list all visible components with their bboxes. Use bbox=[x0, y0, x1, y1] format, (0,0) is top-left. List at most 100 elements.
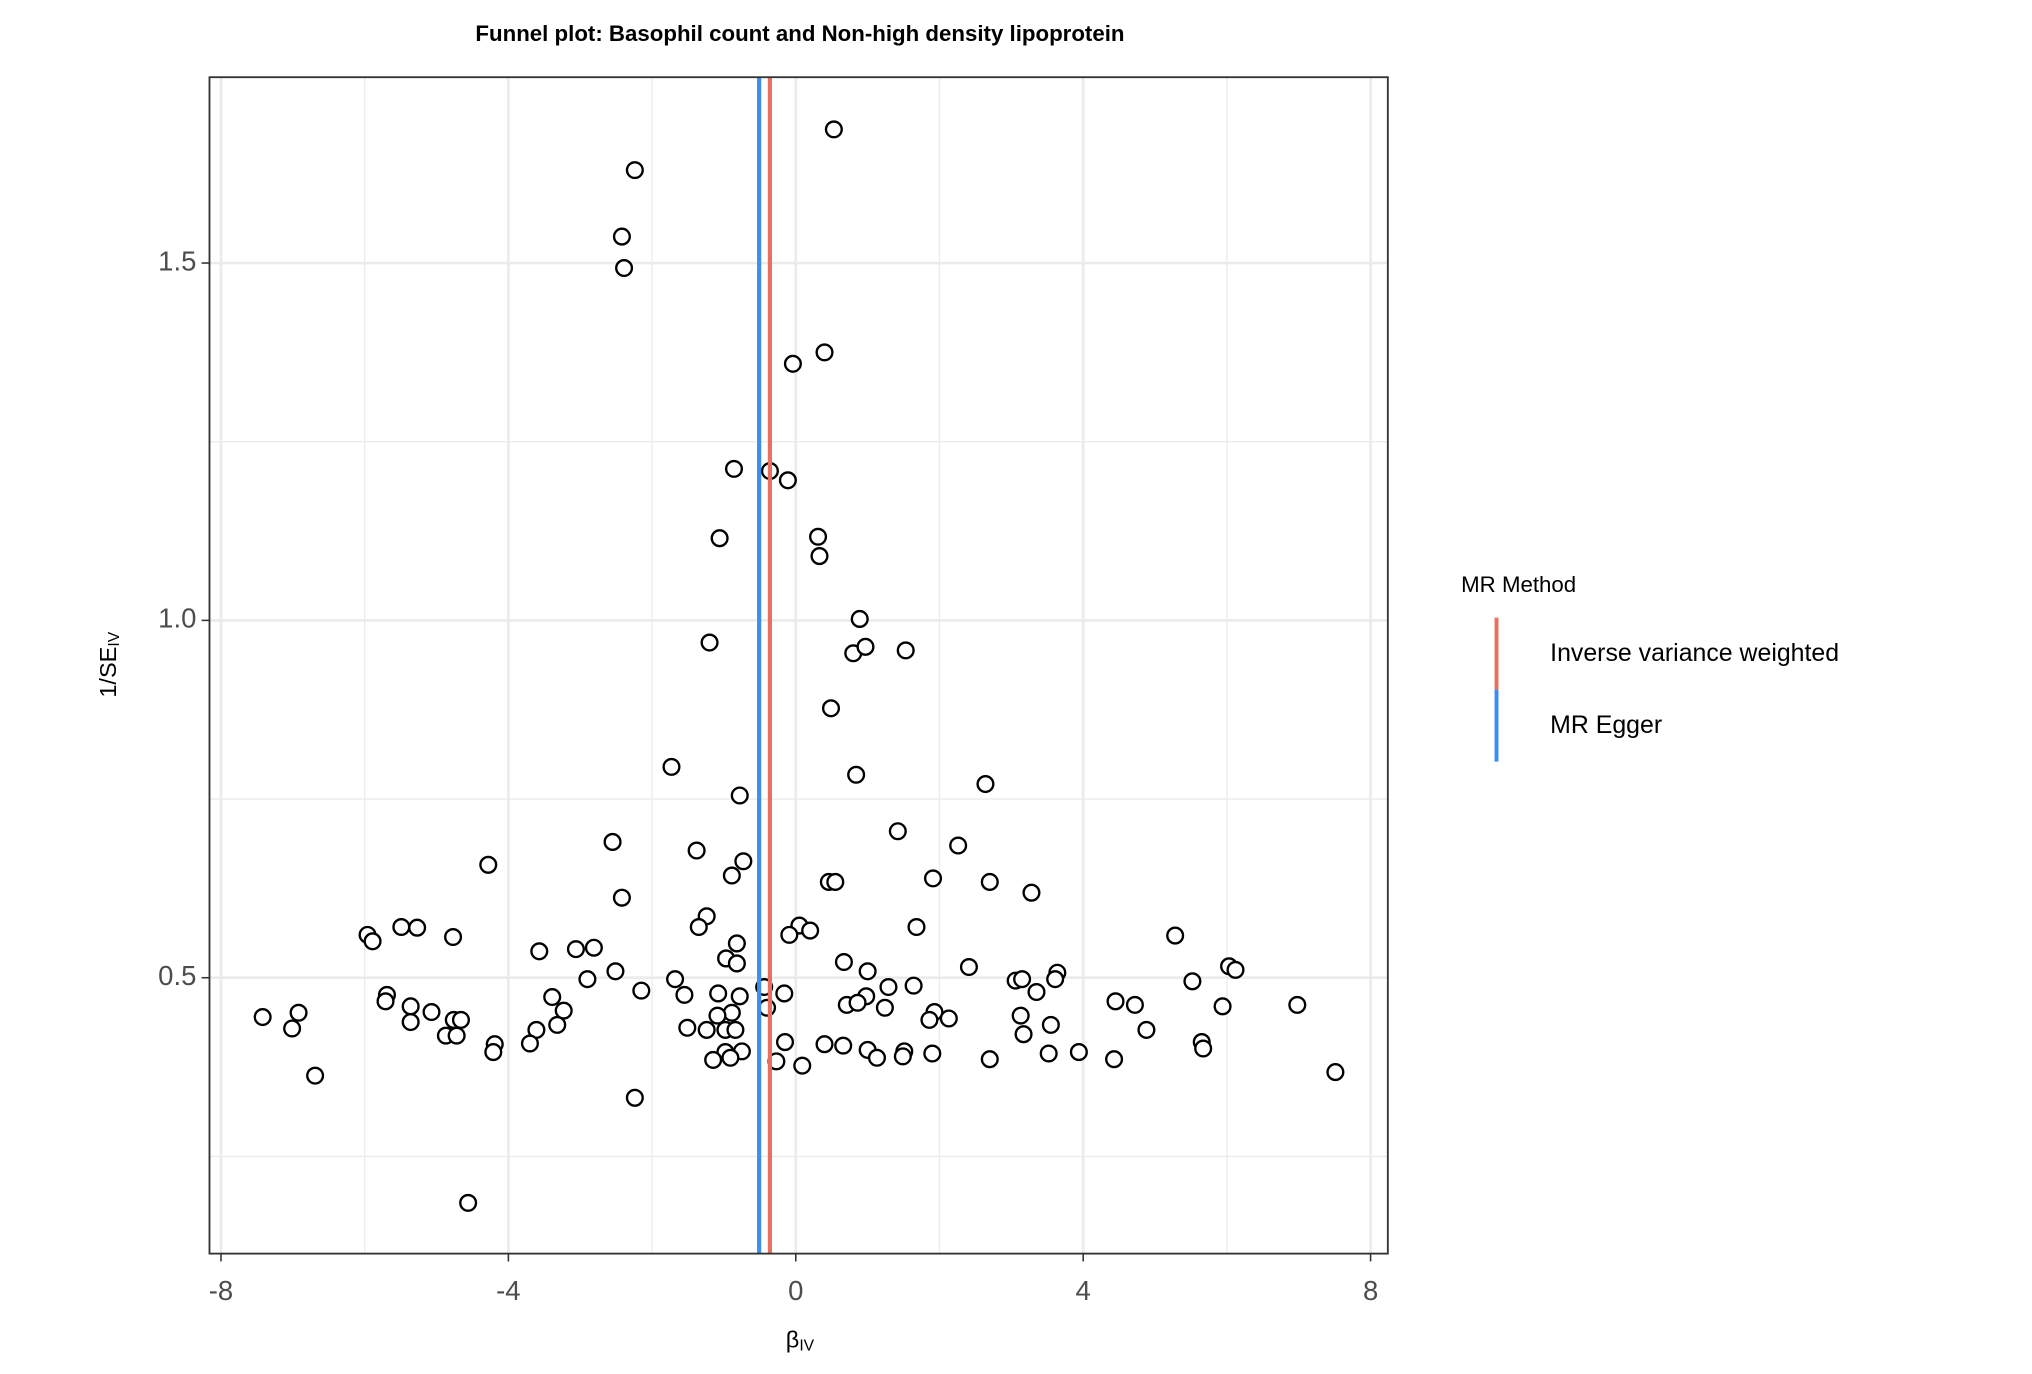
x-axis-label: βIV bbox=[786, 1327, 815, 1355]
point bbox=[727, 934, 746, 953]
point bbox=[530, 942, 549, 961]
point bbox=[625, 1088, 644, 1107]
point bbox=[289, 1003, 308, 1022]
point bbox=[1041, 1015, 1060, 1034]
x-tick-label: -8 bbox=[209, 1275, 233, 1306]
point bbox=[834, 1036, 853, 1055]
point bbox=[548, 1015, 567, 1034]
point bbox=[1039, 1044, 1058, 1063]
point bbox=[775, 984, 794, 1003]
point bbox=[444, 927, 463, 947]
point bbox=[704, 1050, 723, 1069]
point bbox=[778, 471, 797, 490]
legend-label: MR Egger bbox=[1550, 711, 1662, 739]
point bbox=[615, 259, 634, 278]
point bbox=[815, 343, 834, 362]
point bbox=[976, 775, 995, 794]
point bbox=[306, 1066, 325, 1085]
point bbox=[850, 609, 869, 628]
point bbox=[612, 227, 631, 246]
point bbox=[392, 917, 411, 937]
point bbox=[824, 120, 843, 139]
point bbox=[584, 938, 603, 957]
point bbox=[710, 529, 729, 548]
point bbox=[856, 637, 875, 656]
point bbox=[1166, 926, 1185, 945]
legend-title: MR Method bbox=[1461, 572, 1576, 597]
point bbox=[606, 962, 625, 981]
point bbox=[793, 1056, 812, 1075]
y-tick-label: 1.5 bbox=[158, 245, 196, 276]
point bbox=[923, 1044, 942, 1063]
panel-border bbox=[208, 76, 1389, 1255]
point bbox=[447, 1026, 466, 1045]
point bbox=[758, 998, 777, 1017]
point bbox=[625, 161, 644, 180]
point bbox=[980, 872, 999, 891]
point bbox=[980, 1050, 999, 1069]
point bbox=[730, 786, 749, 805]
point bbox=[780, 925, 799, 944]
x-tick-label: 8 bbox=[1363, 1275, 1378, 1306]
point bbox=[1022, 883, 1041, 902]
point bbox=[810, 547, 829, 566]
point bbox=[893, 1047, 912, 1066]
legend-label: Inverse variance weighted bbox=[1550, 639, 1839, 667]
x-label-sub: IV bbox=[799, 1338, 814, 1355]
point bbox=[783, 354, 802, 373]
y-label-sub: IV bbox=[106, 631, 123, 646]
point bbox=[848, 993, 867, 1012]
point bbox=[543, 988, 562, 1007]
y-axis-label: 1/SEIV bbox=[95, 631, 123, 697]
point bbox=[815, 1035, 834, 1054]
point bbox=[888, 822, 907, 841]
point bbox=[459, 1193, 478, 1212]
x-tick-label: 0 bbox=[788, 1275, 803, 1306]
point bbox=[834, 952, 853, 972]
point bbox=[1106, 992, 1125, 1011]
point bbox=[724, 459, 744, 478]
point bbox=[939, 1009, 958, 1028]
point bbox=[875, 998, 894, 1017]
point bbox=[821, 699, 841, 718]
point bbox=[603, 832, 622, 851]
x-tick-label: 4 bbox=[1076, 1275, 1091, 1306]
point bbox=[484, 1043, 503, 1062]
point bbox=[858, 962, 877, 981]
point bbox=[678, 1018, 697, 1037]
point bbox=[697, 1020, 716, 1039]
y-label-main: 1/SE bbox=[95, 647, 121, 698]
point bbox=[826, 872, 845, 891]
point bbox=[451, 1010, 470, 1029]
point bbox=[1069, 1043, 1088, 1062]
point bbox=[904, 976, 923, 995]
point bbox=[959, 957, 978, 977]
point bbox=[1027, 982, 1046, 1002]
point bbox=[726, 1020, 745, 1039]
point bbox=[687, 841, 706, 860]
point bbox=[1011, 1006, 1030, 1025]
point bbox=[801, 921, 820, 940]
point bbox=[1014, 1025, 1033, 1044]
point bbox=[1194, 1039, 1213, 1058]
x-tick-label: -4 bbox=[496, 1275, 520, 1306]
point bbox=[675, 985, 694, 1004]
x-label-main: β bbox=[786, 1327, 800, 1353]
point bbox=[923, 869, 943, 888]
point bbox=[1046, 970, 1065, 989]
point bbox=[554, 1001, 573, 1020]
point bbox=[566, 940, 585, 959]
point bbox=[700, 633, 719, 652]
point bbox=[907, 917, 926, 937]
y-tick-label: 1.0 bbox=[158, 603, 196, 634]
point bbox=[847, 765, 866, 784]
chart-title: Funnel plot: Basophil count and Non-high… bbox=[475, 21, 1124, 46]
point bbox=[479, 855, 498, 874]
point bbox=[722, 1003, 741, 1022]
point bbox=[1013, 970, 1032, 989]
point bbox=[708, 1006, 727, 1025]
point bbox=[1105, 1050, 1124, 1069]
point bbox=[1213, 997, 1232, 1016]
point bbox=[689, 917, 708, 937]
